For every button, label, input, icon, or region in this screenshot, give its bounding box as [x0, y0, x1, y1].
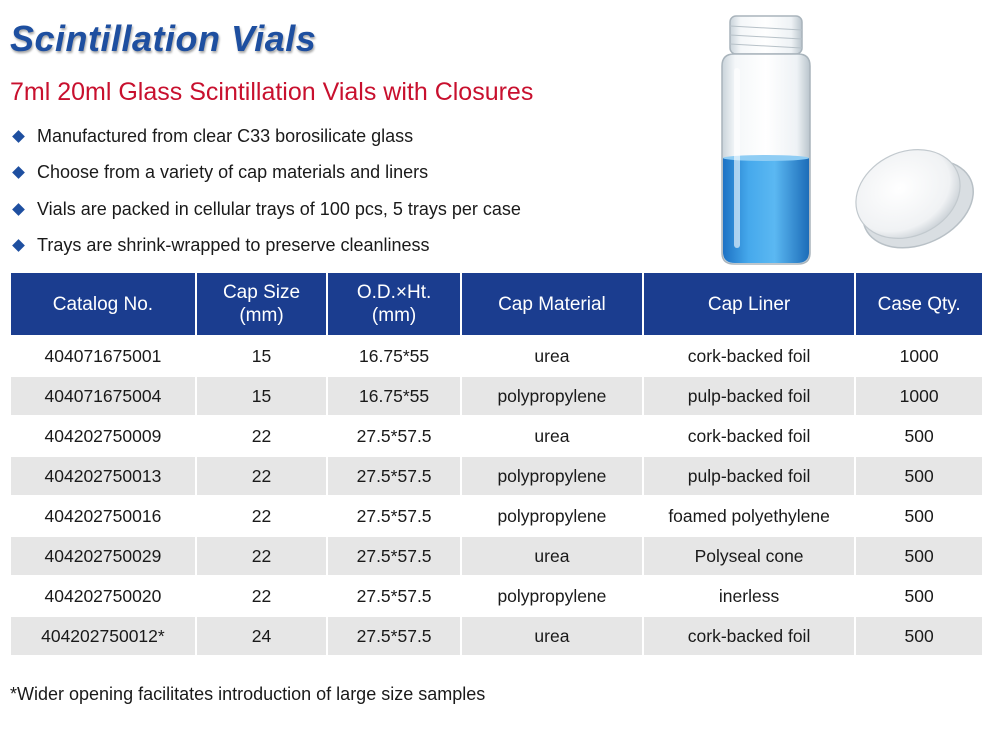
table-row: 404202750009 22 27.5*57.5 urea cork-back…: [11, 417, 982, 455]
cell-cap-material: polypropylene: [461, 377, 642, 415]
page-subtitle: 7ml 20ml Glass Scintillation Vials with …: [10, 78, 534, 106]
cell-cap-liner: Polyseal cone: [643, 537, 855, 575]
cell-catalog-no: 404202750009: [44, 425, 162, 446]
cell-cap-material: urea: [461, 537, 642, 575]
table-row: 404202750029 22 27.5*57.5 urea Polyseal …: [11, 537, 982, 575]
feature-text: Trays are shrink-wrapped to preserve cle…: [37, 235, 430, 256]
vial-with-cap-illustration: [721, 15, 974, 265]
cell-cap-size: 22: [196, 457, 327, 495]
cell-cap-liner: inerless: [718, 585, 780, 606]
feature-item: Choose from a variety of cap materials a…: [12, 155, 521, 192]
spec-table: Catalog No. Cap Size (mm) O.D.×Ht. (mm) Ca…: [9, 271, 984, 657]
diamond-bullet-icon: [12, 239, 25, 253]
cell-case-qty: 1000: [856, 377, 982, 415]
cell-catalog-no: 404202750016: [44, 505, 162, 526]
cell-case-qty: 500: [856, 537, 982, 575]
cell-case-qty: 500: [904, 505, 934, 526]
cell-cap-material: polypropylene: [461, 457, 642, 495]
feature-text: Manufactured from clear C33 borosilicate…: [37, 125, 414, 146]
page-title: Scintillation Vials: [10, 18, 317, 59]
cell-cap-material: polypropylene: [497, 585, 607, 606]
table-row: 404202750012* 24 27.5*57.5 urea cork-bac…: [11, 617, 982, 655]
cell-catalog-no: 404202750012*: [11, 617, 195, 655]
cell-cap-size: 15: [251, 345, 272, 366]
header-cap-size: Cap Size (mm): [196, 273, 327, 335]
cell-cap-material: polypropylene: [497, 505, 607, 526]
table-row: 404202750013 22 27.5*57.5 polypropylene …: [11, 457, 982, 495]
feature-item: Manufactured from clear C33 borosilicate…: [12, 118, 521, 155]
cell-od-ht: 27.5*57.5: [328, 457, 460, 495]
cell-cap-size: 22: [251, 505, 272, 526]
cell-od-ht: 27.5*57.5: [328, 537, 460, 575]
cell-catalog-no: 404071675004: [11, 377, 195, 415]
cell-cap-size: 22: [196, 537, 327, 575]
cell-cap-liner: cork-backed foil: [687, 425, 811, 446]
cell-cap-liner: cork-backed foil: [643, 617, 855, 655]
cell-cap-liner: foamed polyethylene: [668, 505, 830, 526]
cell-case-qty: 500: [856, 457, 982, 495]
header-case-qty: Case Qty.: [856, 273, 982, 335]
cell-case-qty: 500: [904, 425, 934, 446]
table-row: 404071675004 15 16.75*55 polypropylene p…: [11, 377, 982, 415]
header-cap-material: Cap Material: [461, 273, 642, 335]
cell-cap-liner: cork-backed foil: [687, 345, 811, 366]
cell-case-qty: 500: [904, 585, 934, 606]
cell-catalog-no: 404202750029: [11, 537, 195, 575]
cell-catalog-no: 404071675001: [44, 345, 162, 366]
cell-catalog-no: 404202750013: [11, 457, 195, 495]
feature-item: Vials are packed in cellular trays of 10…: [12, 191, 521, 228]
cell-cap-material: urea: [534, 425, 570, 446]
cell-cap-material: urea: [461, 617, 642, 655]
feature-text: Vials are packed in cellular trays of 10…: [37, 198, 521, 219]
cell-od-ht: 16.75*55: [359, 345, 430, 366]
header-od-ht: O.D.×Ht. (mm): [328, 273, 460, 335]
cell-cap-size: 22: [251, 425, 272, 446]
header-cap-liner: Cap Liner: [643, 273, 855, 335]
cell-cap-liner: pulp-backed foil: [643, 457, 855, 495]
cell-case-qty: 1000: [899, 345, 939, 366]
cell-od-ht: 27.5*57.5: [356, 425, 432, 446]
footnote: *Wider opening facilitates introduction …: [10, 684, 486, 704]
table-row: 404202750020 22 27.5*57.5 polypropylene …: [11, 577, 982, 615]
cell-cap-liner: pulp-backed foil: [643, 377, 855, 415]
table-row: 404071675001 15 16.75*55 urea cork-backe…: [11, 337, 982, 375]
cell-cap-size: 15: [196, 377, 327, 415]
cell-cap-material: urea: [534, 345, 570, 366]
diamond-bullet-icon: [12, 166, 25, 180]
cell-od-ht: 27.5*57.5: [328, 617, 460, 655]
feature-text: Choose from a variety of cap materials a…: [37, 162, 429, 183]
feature-list: Manufactured from clear C33 borosilicate…: [12, 118, 521, 264]
header-catalog-no: Catalog No.: [11, 273, 195, 335]
cell-od-ht: 27.5*57.5: [356, 585, 432, 606]
cell-catalog-no: 404202750020: [44, 585, 162, 606]
table-row: 404202750016 22 27.5*57.5 polypropylene …: [11, 497, 982, 535]
cell-od-ht: 27.5*57.5: [356, 505, 432, 526]
cell-cap-size: 24: [196, 617, 327, 655]
diamond-bullet-icon: [12, 202, 25, 216]
table-header-row: Catalog No. Cap Size (mm) O.D.×Ht. (mm) Ca…: [11, 273, 982, 335]
cell-od-ht: 16.75*55: [328, 377, 460, 415]
cell-cap-size: 22: [251, 585, 272, 606]
cell-case-qty: 500: [856, 617, 982, 655]
diamond-bullet-icon: [12, 129, 25, 143]
feature-item: Trays are shrink-wrapped to preserve cle…: [12, 228, 521, 265]
